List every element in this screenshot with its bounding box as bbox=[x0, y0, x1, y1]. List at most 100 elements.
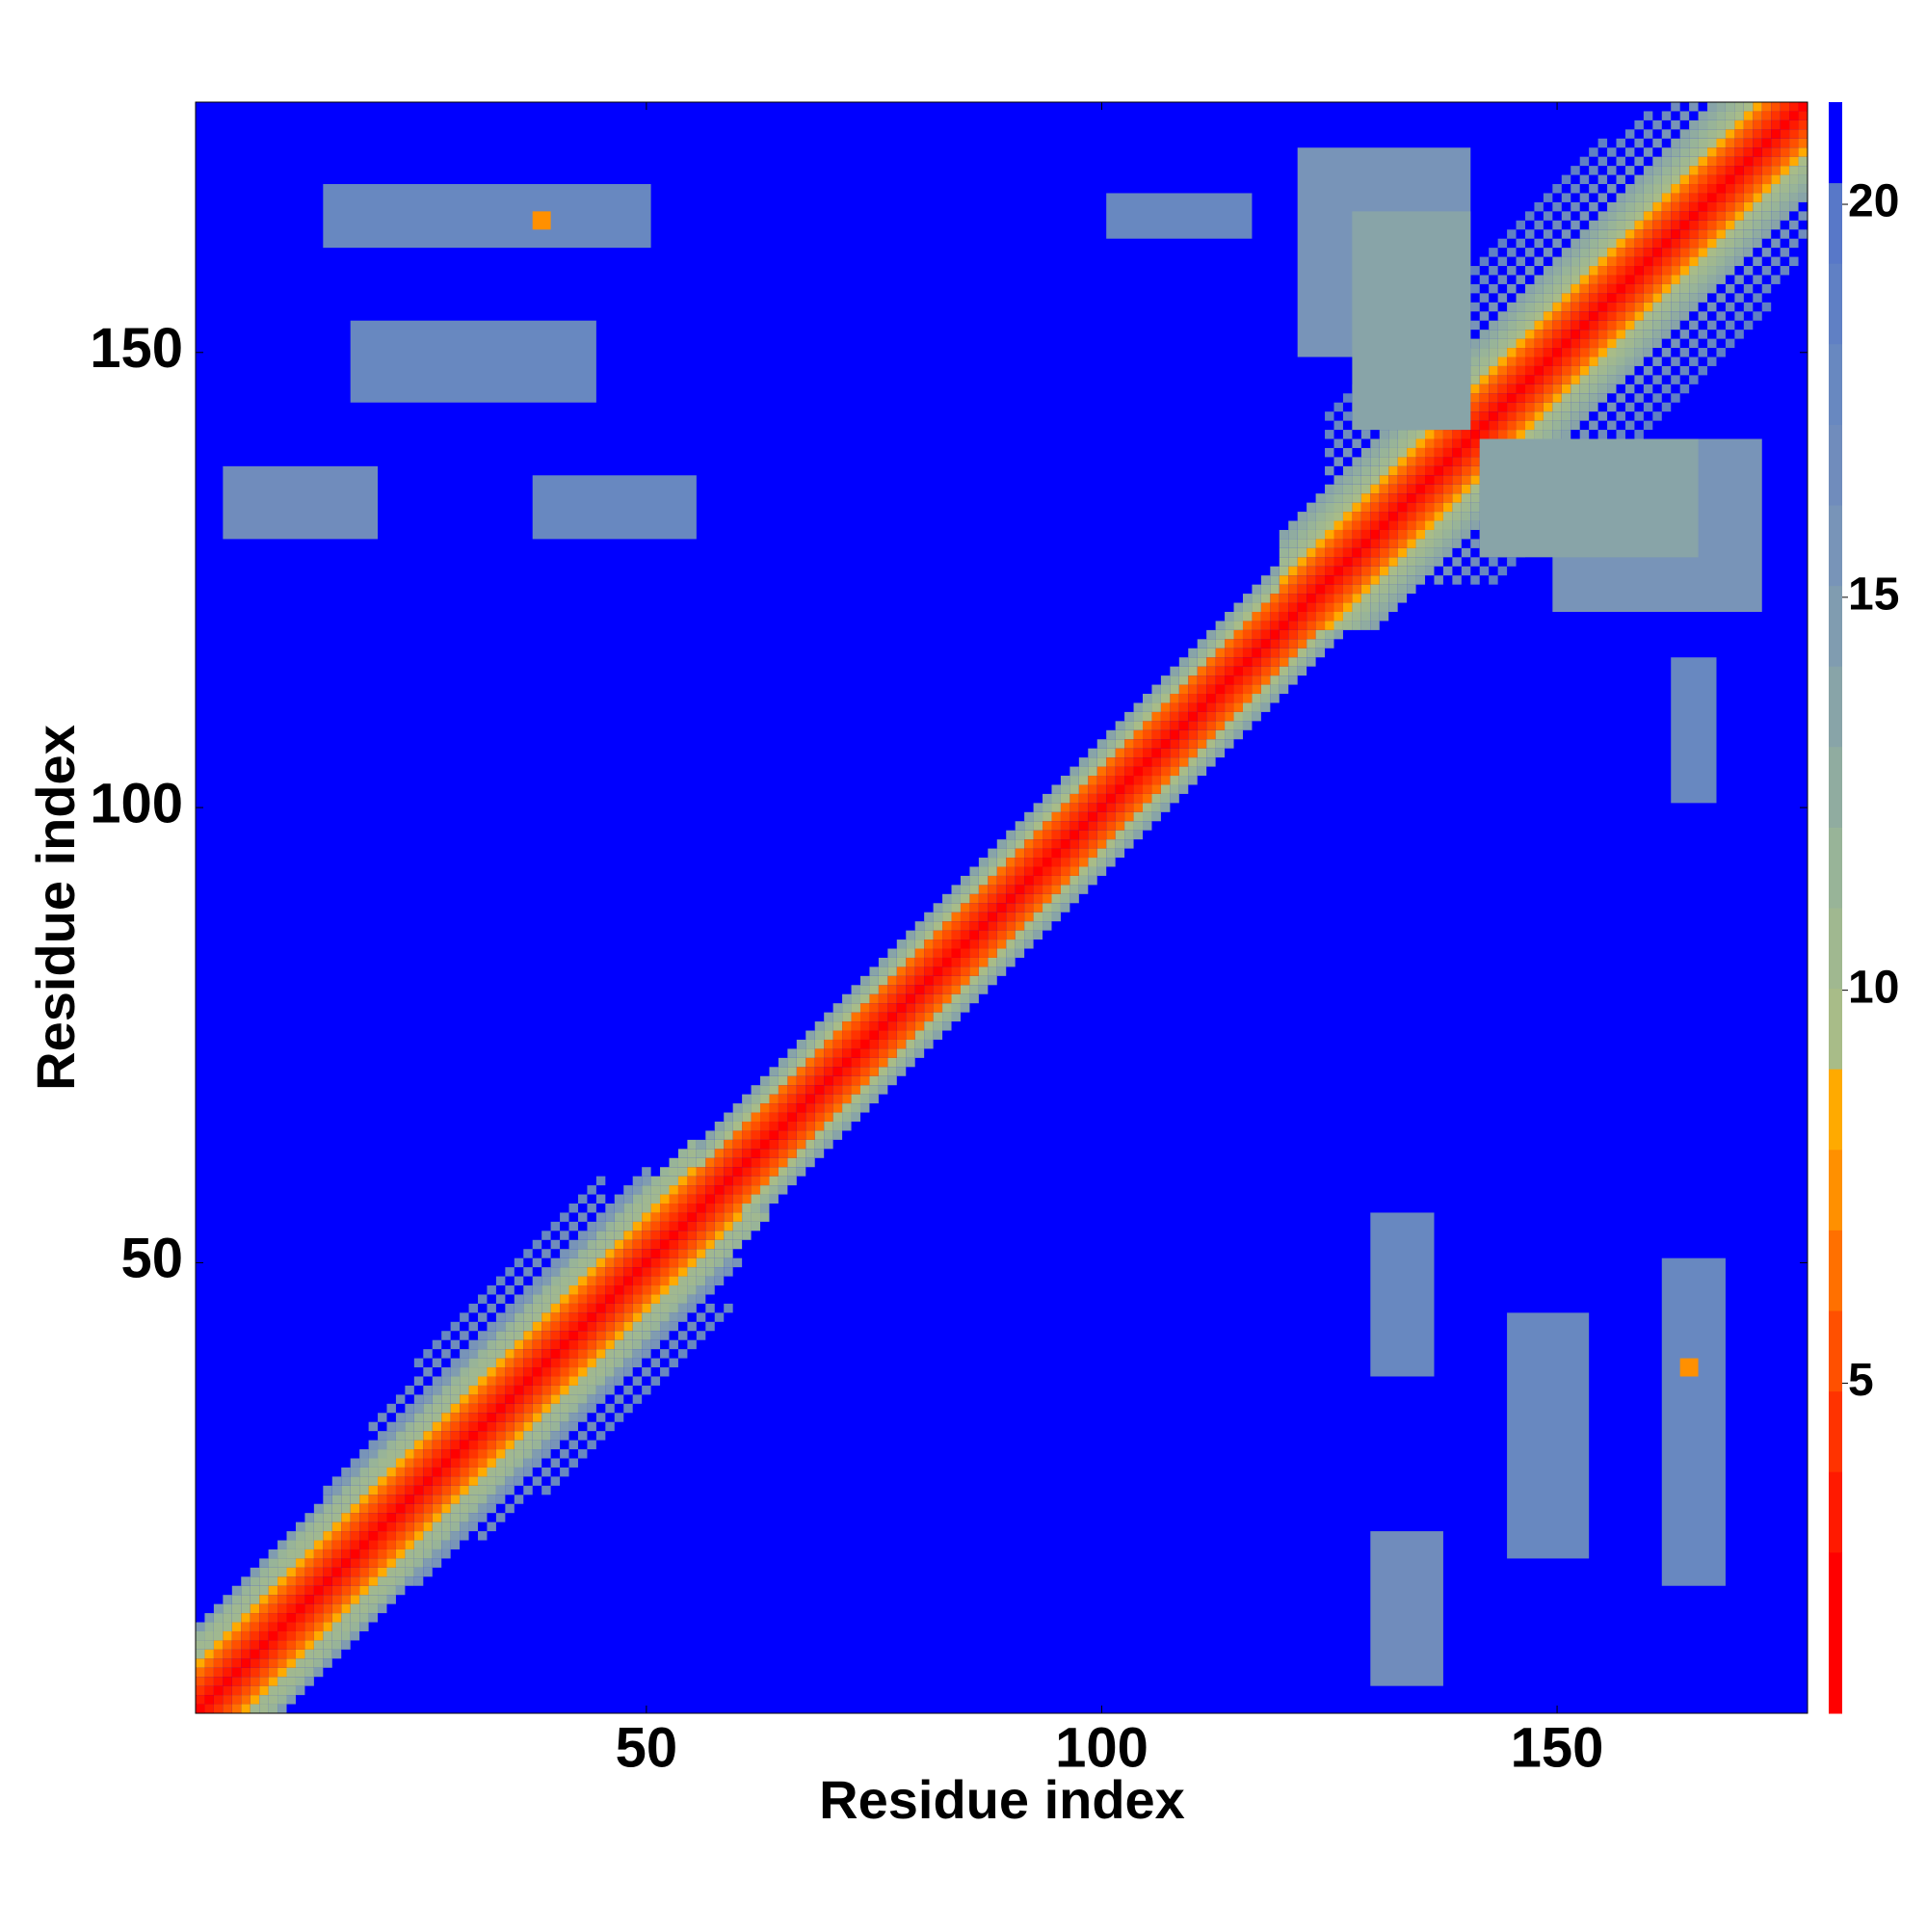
heatmap-cell bbox=[1753, 102, 1762, 112]
heatmap-cell bbox=[1215, 711, 1226, 722]
heatmap-cell bbox=[1780, 201, 1790, 212]
heatmap-cell bbox=[1716, 275, 1726, 284]
heatmap-cell bbox=[196, 1695, 205, 1705]
heatmap-patch bbox=[323, 184, 651, 249]
heatmap-cell bbox=[1743, 156, 1754, 167]
heatmap-cell bbox=[1307, 575, 1316, 585]
heatmap-cell bbox=[660, 1276, 670, 1286]
heatmap-cell bbox=[386, 1567, 396, 1577]
heatmap-cell bbox=[1225, 621, 1234, 630]
heatmap-cell bbox=[523, 1294, 533, 1304]
heatmap-cell bbox=[1589, 330, 1598, 339]
heatmap-cell bbox=[595, 1413, 606, 1422]
heatmap-cell bbox=[1379, 594, 1389, 603]
heatmap-cell bbox=[1388, 520, 1398, 530]
heatmap-cell bbox=[341, 1495, 351, 1504]
heatmap-cell bbox=[933, 957, 943, 967]
heatmap-cell bbox=[378, 1495, 387, 1504]
heatmap-cell bbox=[814, 1067, 825, 1076]
heatmap-cell bbox=[1597, 256, 1608, 267]
heatmap-cell bbox=[669, 1294, 678, 1304]
heatmap-cell bbox=[696, 1167, 706, 1177]
heatmap-cell bbox=[241, 1704, 251, 1713]
heatmap-cell bbox=[1325, 602, 1334, 612]
heatmap-cell bbox=[1734, 138, 1744, 148]
heatmap-cell bbox=[550, 1421, 561, 1432]
heatmap-cell bbox=[259, 1704, 269, 1713]
heatmap-cell bbox=[541, 1249, 551, 1258]
heatmap-cell bbox=[1124, 739, 1134, 749]
heatmap-cell bbox=[1643, 220, 1653, 230]
heatmap-cell bbox=[1571, 166, 1580, 175]
heatmap-cell bbox=[286, 1548, 296, 1559]
heatmap-cell bbox=[742, 1212, 752, 1222]
heatmap-cell bbox=[250, 1630, 260, 1641]
heatmap-cell bbox=[1415, 447, 1426, 458]
colorbar-segment bbox=[1829, 1069, 1842, 1151]
heatmap-cell bbox=[1507, 402, 1517, 412]
heatmap-cell bbox=[1260, 575, 1271, 585]
heatmap-cell bbox=[1497, 256, 1508, 267]
heatmap-cell bbox=[1543, 211, 1553, 221]
heatmap-cell bbox=[1753, 111, 1762, 120]
heatmap-cell bbox=[350, 1531, 360, 1541]
heatmap-cell bbox=[1088, 784, 1097, 794]
heatmap-cell bbox=[368, 1548, 379, 1559]
heatmap-cell bbox=[1643, 420, 1653, 431]
heatmap-cell bbox=[223, 1649, 232, 1659]
heatmap-cell bbox=[1589, 320, 1598, 331]
heatmap-cell bbox=[1597, 193, 1608, 202]
heatmap-cell bbox=[460, 1367, 469, 1377]
heatmap-cell bbox=[1661, 330, 1672, 339]
heatmap-cell bbox=[1325, 411, 1334, 421]
heatmap-cell bbox=[587, 1294, 596, 1304]
heatmap-cell bbox=[1043, 885, 1052, 894]
heatmap-cell bbox=[1743, 211, 1754, 221]
heatmap-cell bbox=[1552, 430, 1562, 439]
heatmap-cell bbox=[1725, 174, 1735, 185]
heatmap-cell bbox=[824, 1085, 833, 1095]
heatmap-cell bbox=[1388, 457, 1398, 466]
heatmap-cell bbox=[1078, 839, 1089, 849]
heatmap-cell bbox=[677, 1276, 688, 1286]
heatmap-cell bbox=[378, 1431, 387, 1441]
heatmap-cell bbox=[1051, 839, 1061, 849]
heatmap-cell bbox=[842, 1057, 852, 1068]
heatmap-cell bbox=[505, 1440, 515, 1450]
heatmap-cell bbox=[1753, 166, 1762, 175]
heatmap-cell bbox=[951, 957, 961, 967]
heatmap-cell bbox=[359, 1503, 369, 1514]
heatmap-cell bbox=[505, 1476, 515, 1486]
heatmap-cell bbox=[778, 1112, 788, 1122]
heatmap-cell bbox=[1634, 311, 1644, 321]
heatmap-cell bbox=[514, 1294, 524, 1304]
heatmap-cell bbox=[350, 1603, 360, 1614]
heatmap-cell bbox=[1288, 611, 1298, 622]
heatmap-cell bbox=[1534, 393, 1544, 403]
heatmap-cell bbox=[988, 940, 997, 949]
heatmap-cell bbox=[595, 1294, 606, 1304]
heatmap-cell bbox=[669, 1239, 678, 1250]
heatmap-cell bbox=[341, 1513, 351, 1522]
heatmap-cell bbox=[441, 1485, 451, 1495]
heatmap-cell bbox=[1743, 320, 1754, 331]
heatmap-cell bbox=[1242, 639, 1253, 648]
heatmap-cell bbox=[1360, 430, 1371, 439]
heatmap-cell bbox=[295, 1613, 305, 1623]
heatmap-cell bbox=[1434, 520, 1443, 530]
heatmap-cell bbox=[1689, 201, 1699, 212]
heatmap-cell bbox=[432, 1394, 442, 1404]
heatmap-cell bbox=[295, 1540, 305, 1549]
heatmap-cell bbox=[487, 1440, 496, 1450]
heatmap-cell bbox=[1652, 156, 1662, 167]
heatmap-cell bbox=[405, 1531, 414, 1541]
heatmap-cell bbox=[1260, 648, 1271, 658]
heatmap-cell bbox=[814, 1021, 825, 1031]
heatmap-cell bbox=[887, 966, 897, 976]
heatmap-cell bbox=[1206, 757, 1216, 767]
heatmap-cell bbox=[696, 1221, 706, 1231]
heatmap-cell bbox=[1734, 174, 1744, 185]
heatmap-cell bbox=[1679, 293, 1690, 303]
heatmap-cell bbox=[1734, 220, 1744, 230]
heatmap-cell bbox=[687, 1339, 697, 1350]
